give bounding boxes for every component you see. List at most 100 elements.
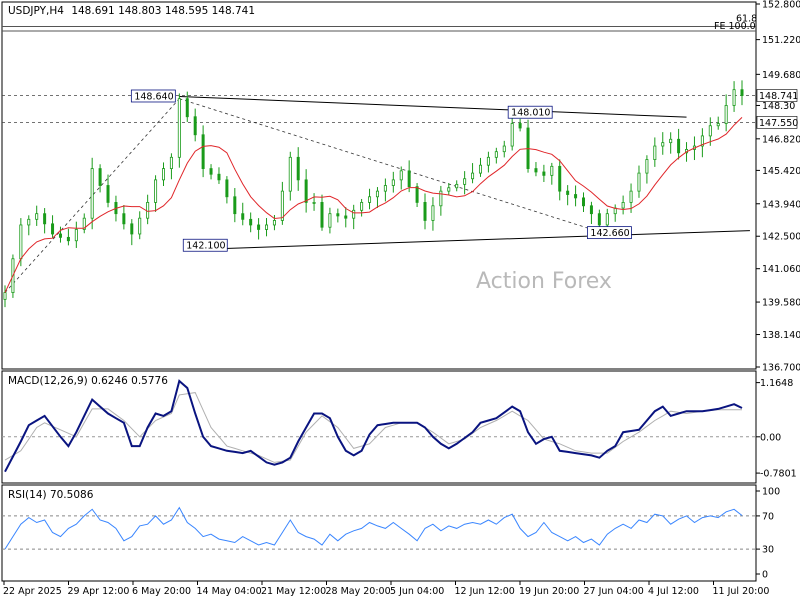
candle-body <box>336 213 340 217</box>
candle-body <box>439 190 443 207</box>
price-tick-label: 151.220 <box>762 35 800 46</box>
price-tick-label: 148.30 <box>762 101 795 112</box>
candle-body <box>550 165 554 176</box>
candle-body <box>542 171 546 176</box>
candle-body <box>716 123 720 127</box>
candle-body <box>471 172 475 180</box>
candle-body <box>637 172 641 192</box>
moving-average-line <box>4 117 743 293</box>
price-level-label: 148.741 <box>759 91 798 102</box>
instrument-label: USDJPY,H4 <box>8 5 64 17</box>
price-panel-frame <box>1 1 757 370</box>
candle-body <box>494 151 498 158</box>
time-tick-label: 19 Jun 20:00 <box>519 586 579 597</box>
candle-body <box>146 202 150 219</box>
time-tick-label: 27 Jun 04:00 <box>584 586 644 597</box>
rsi-panel-frame <box>1 484 757 582</box>
candle-body <box>177 98 181 158</box>
price-panel-title: USDJPY,H4 148.691 148.803 148.595 148.74… <box>8 5 255 17</box>
candle-body <box>368 196 372 203</box>
time-tick-label: 29 Apr 12:00 <box>68 586 130 597</box>
pivot-price-label: 142.100 <box>186 241 225 252</box>
candle-body <box>589 205 593 215</box>
candle-body <box>383 185 387 192</box>
rsi-tick-label: 0 <box>762 570 768 581</box>
candle-body <box>90 168 94 219</box>
time-tick-label: 12 Jun 12:00 <box>455 586 515 597</box>
candle-body <box>154 179 158 203</box>
candle-body <box>621 202 625 209</box>
pivot-price-label: 148.640 <box>134 91 173 102</box>
candle-body <box>122 213 126 225</box>
candle-body <box>35 213 39 220</box>
candle-body <box>455 183 459 189</box>
candle-body <box>352 209 356 219</box>
candle-body <box>700 135 704 147</box>
candle-body <box>360 202 364 211</box>
macd-tick-label: -0.7801 <box>760 469 797 480</box>
rsi-tick-label: 70 <box>762 511 774 522</box>
candle-body <box>225 179 229 198</box>
candle-body <box>478 164 482 174</box>
candle-body <box>58 233 62 238</box>
candle-body <box>486 156 490 166</box>
pivot-price-box <box>182 238 228 252</box>
price-level-box <box>756 89 798 102</box>
price-tick-label: 145.420 <box>762 166 800 177</box>
macd-panel-title: MACD(12,26,9) 0.6246 0.5776 <box>8 375 168 387</box>
price-tick-label: 142.500 <box>762 232 800 243</box>
candle-body <box>566 190 570 195</box>
rsi-tick-label: 30 <box>762 545 774 556</box>
rsi-line <box>4 506 743 550</box>
trendline <box>4 98 180 293</box>
candle-body <box>574 194 578 199</box>
candle-body <box>669 138 673 144</box>
time-tick-label: 5 Jun 04:00 <box>390 586 444 597</box>
pivot-price-label: 148.010 <box>511 108 550 119</box>
candle-body <box>463 178 467 185</box>
candle-body <box>27 218 31 226</box>
time-tick-label: 21 May 12:00 <box>261 586 326 597</box>
candle-body <box>233 196 237 215</box>
price-level-label: 147.550 <box>759 118 798 129</box>
candle-body <box>82 217 86 230</box>
candle-body <box>431 205 435 221</box>
pivot-price-label: 142.660 <box>590 228 629 239</box>
candle-body <box>185 98 189 118</box>
pivot-price-box <box>587 226 632 240</box>
candle-body <box>328 213 332 228</box>
candle-body <box>217 173 221 181</box>
candle-body <box>399 170 403 181</box>
candle-body <box>518 123 522 129</box>
trendline <box>179 98 600 233</box>
candle-body <box>130 223 134 235</box>
candle-body <box>344 215 348 219</box>
candle-body <box>407 170 411 188</box>
candle-body <box>605 213 609 226</box>
candle-body <box>415 186 419 203</box>
candle-body <box>19 224 23 260</box>
watermark: Action Forex <box>476 269 612 294</box>
candle-body <box>288 156 292 192</box>
candle-body <box>653 145 657 160</box>
candle-body <box>304 179 308 203</box>
candle-body <box>201 134 205 169</box>
candle-body <box>534 168 538 173</box>
pivot-price-box <box>507 105 553 119</box>
price-tick-label: 138.140 <box>762 330 800 341</box>
macd-panel-frame <box>1 370 757 484</box>
candle-body <box>3 292 7 300</box>
time-tick-label: 14 May 04:00 <box>197 586 262 597</box>
candle-body <box>209 168 213 175</box>
price-tick-label: 146.820 <box>762 134 800 145</box>
candle-body <box>661 142 665 147</box>
candle-body <box>320 202 324 228</box>
candle-body <box>66 236 70 242</box>
candle-body <box>724 105 728 124</box>
candle-body <box>510 123 514 147</box>
candle-body <box>241 213 245 220</box>
candle-body <box>391 179 395 186</box>
price-tick-label: 143.940 <box>762 199 800 210</box>
candle-body <box>249 218 253 226</box>
